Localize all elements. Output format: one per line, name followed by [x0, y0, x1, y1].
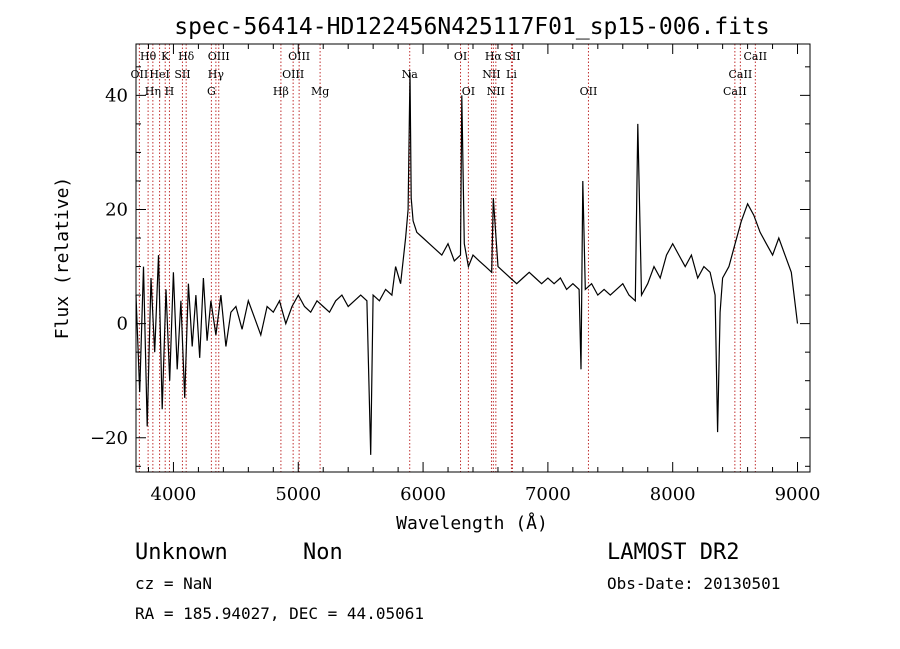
x-tick-label: 5000	[275, 484, 321, 505]
line-marker-label: OIII	[282, 68, 304, 81]
x-tick-label: 7000	[525, 484, 571, 505]
line-marker-label: SII	[174, 68, 190, 81]
line-marker-label: OIII	[288, 50, 310, 63]
line-marker-label: Hη	[145, 85, 161, 98]
line-marker-label: OIII	[208, 50, 230, 63]
y-tick-label: 0	[117, 314, 128, 335]
line-marker-label: NII	[487, 85, 505, 98]
line-marker-label: K	[161, 50, 170, 63]
line-marker-label: CaII	[743, 50, 767, 63]
spectrum-series	[135, 72, 799, 455]
coordinates: RA = 185.94027, DEC = 44.05061	[135, 604, 424, 623]
line-marker-label: NII	[482, 68, 500, 81]
line-marker-label: CaII	[729, 68, 753, 81]
line-marker-label: OII	[131, 68, 149, 81]
object-class: Unknown	[135, 540, 228, 565]
line-marker-label: Hγ	[208, 68, 225, 81]
observation-date: Obs-Date: 20130501	[607, 574, 780, 593]
line-marker-label: OI	[462, 85, 475, 98]
line-marker-label: H	[165, 85, 175, 98]
chart-title: spec-56414-HD122456N425117F01_sp15-006.f…	[174, 14, 769, 40]
redshift-value: cz = NaN	[135, 574, 212, 593]
plot-frame	[135, 43, 811, 473]
line-marker-label: G	[207, 85, 216, 98]
line-marker-label: Hθ	[140, 50, 157, 63]
x-axis: 4000 5000 6000 7000 8000 9000	[147, 44, 821, 505]
y-tick-label: 20	[105, 199, 128, 220]
line-marker-label: SII	[504, 50, 520, 63]
line-marker-label: Hδ	[178, 50, 195, 63]
x-tick-label: 8000	[650, 484, 696, 505]
line-marker-label: Mg	[311, 85, 329, 98]
line-marker-label: Li	[506, 68, 517, 81]
x-axis-label: Wavelength (Å)	[396, 512, 548, 534]
line-marker-label: CaII	[723, 85, 747, 98]
line-marker-label: HeI	[149, 68, 169, 81]
survey-name: LAMOST DR2	[607, 540, 739, 565]
y-axis: −20 0 20 40	[90, 66, 810, 467]
spectrum-line	[135, 72, 799, 455]
line-markers	[138, 44, 756, 472]
x-tick-label: 4000	[151, 484, 197, 505]
line-marker-label: OII	[580, 85, 598, 98]
object-subclass: Non	[303, 540, 343, 565]
x-tick-label: 9000	[775, 484, 821, 505]
line-marker-label: Hα	[485, 50, 503, 63]
y-tick-label: 40	[105, 85, 128, 106]
y-tick-label: −20	[90, 428, 128, 449]
line-marker-label: Hβ	[273, 85, 289, 98]
x-tick-label: 6000	[400, 484, 446, 505]
line-marker-label: OI	[454, 50, 467, 63]
y-axis-label: Flux (relative)	[52, 177, 73, 340]
